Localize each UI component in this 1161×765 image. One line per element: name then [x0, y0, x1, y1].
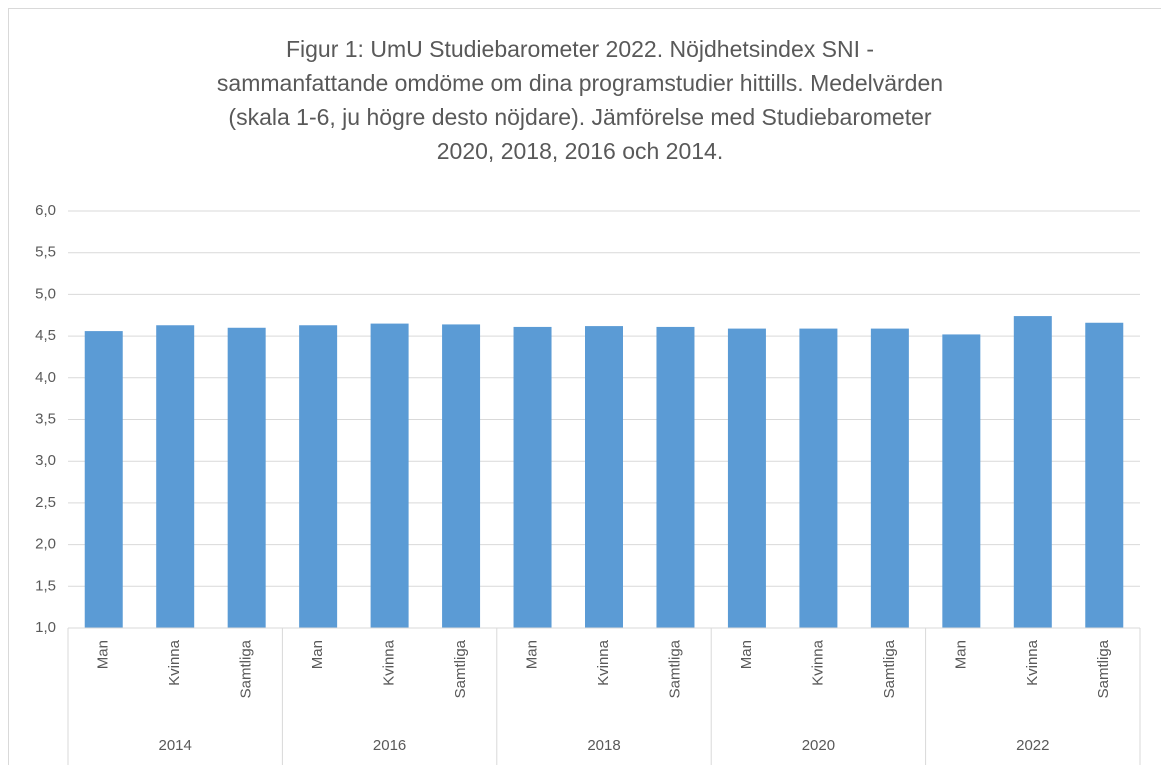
bar: [156, 325, 195, 628]
x-tick-label: Kvinna: [595, 639, 612, 686]
bar: [370, 323, 409, 628]
group-label: 2020: [802, 737, 835, 754]
bar: [84, 331, 123, 628]
y-tick-label: 1,0: [35, 619, 56, 636]
bar: [513, 326, 552, 628]
y-tick-label: 4,5: [35, 327, 56, 344]
y-tick-label: 5,5: [35, 244, 56, 261]
x-tick-label: Man: [309, 640, 326, 669]
group-label: 2022: [1016, 737, 1049, 754]
x-tick-label: Samtliga: [452, 639, 469, 698]
chart-frame: [8, 8, 1161, 765]
x-tick-label: Man: [524, 640, 541, 669]
bar: [942, 334, 981, 628]
y-tick-label: 2,0: [35, 536, 56, 553]
group-label: 2018: [587, 737, 620, 754]
y-tick-label: 1,5: [35, 577, 56, 594]
bar: [727, 328, 766, 628]
x-tick-label: Samtliga: [881, 639, 898, 698]
bar: [227, 327, 266, 628]
bar: [1085, 322, 1124, 628]
bar: [656, 326, 695, 628]
bar: [799, 328, 838, 628]
y-tick-label: 4,0: [35, 369, 56, 386]
y-tick-label: 2,5: [35, 494, 56, 511]
chart-title: Figur 1: UmU Studiebarometer 2022. Nöjdh…: [216, 36, 944, 164]
x-tick-label: Man: [952, 640, 969, 669]
x-tick-label: Man: [738, 640, 755, 669]
x-tick-label: Samtliga: [666, 639, 683, 698]
group-label: 2014: [159, 737, 192, 754]
bar: [1013, 316, 1052, 628]
x-tick-label: Kvinna: [809, 639, 826, 686]
x-tick-label: Samtliga: [238, 639, 255, 698]
bar: [299, 325, 338, 628]
x-tick-label: Kvinna: [1024, 639, 1041, 686]
bar: [870, 328, 909, 628]
x-tick-label: Man: [95, 640, 112, 669]
x-tick-label: Kvinna: [166, 639, 183, 686]
y-tick-label: 6,0: [35, 202, 56, 219]
y-tick-label: 3,5: [35, 410, 56, 427]
x-tick-label: Samtliga: [1095, 639, 1112, 698]
y-tick-label: 5,0: [35, 285, 56, 302]
bar: [585, 326, 623, 628]
x-tick-label: Kvinna: [381, 639, 398, 686]
group-label: 2016: [373, 737, 406, 754]
bar: [442, 324, 481, 628]
y-tick-label: 3,0: [35, 452, 56, 469]
